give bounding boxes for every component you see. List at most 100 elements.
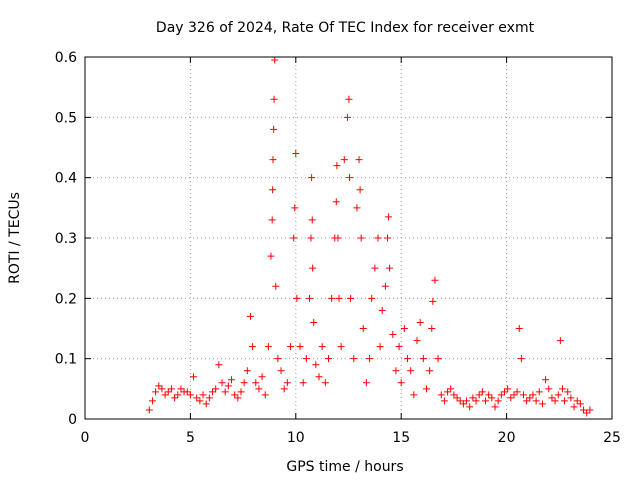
data-point bbox=[385, 213, 393, 221]
data-point bbox=[378, 306, 386, 314]
data-point bbox=[371, 264, 379, 272]
x-tick-label: 5 bbox=[186, 430, 195, 446]
data-point bbox=[308, 216, 316, 224]
data-point bbox=[374, 234, 382, 242]
data-point bbox=[431, 276, 439, 284]
data-points bbox=[145, 56, 594, 417]
data-point bbox=[268, 216, 276, 224]
data-point bbox=[152, 388, 160, 396]
data-point bbox=[328, 294, 336, 302]
data-point bbox=[215, 361, 223, 369]
data-point bbox=[366, 355, 374, 363]
x-tick-label: 25 bbox=[603, 430, 621, 446]
data-point bbox=[343, 113, 351, 121]
data-point bbox=[243, 367, 251, 375]
data-point bbox=[576, 400, 584, 408]
data-point bbox=[586, 406, 594, 414]
data-point bbox=[335, 294, 343, 302]
data-point bbox=[453, 394, 461, 402]
data-point bbox=[515, 325, 523, 332]
data-point bbox=[267, 252, 275, 260]
data-point bbox=[564, 388, 572, 396]
y-tick-label: 0 bbox=[68, 412, 77, 428]
data-point bbox=[161, 391, 169, 399]
data-point bbox=[224, 382, 232, 390]
data-point bbox=[312, 361, 320, 369]
data-point bbox=[413, 337, 421, 345]
data-point bbox=[488, 394, 496, 402]
data-point bbox=[535, 388, 543, 396]
data-point bbox=[504, 385, 512, 393]
data-point bbox=[283, 379, 291, 387]
data-point bbox=[148, 397, 156, 405]
data-point bbox=[359, 325, 367, 332]
data-point bbox=[357, 234, 365, 242]
data-point bbox=[355, 156, 363, 164]
data-point bbox=[299, 379, 307, 387]
data-point bbox=[573, 397, 581, 405]
data-point bbox=[422, 385, 430, 393]
data-point bbox=[570, 403, 578, 411]
data-point bbox=[228, 376, 236, 384]
data-point bbox=[287, 343, 295, 351]
data-point bbox=[240, 379, 248, 387]
chart-title: Day 326 of 2024, Rate Of TEC Index for r… bbox=[156, 20, 535, 36]
data-point bbox=[395, 343, 403, 351]
data-point bbox=[404, 355, 412, 363]
data-point bbox=[249, 343, 257, 351]
y-tick-label: 0.2 bbox=[55, 291, 77, 307]
data-point bbox=[145, 406, 153, 414]
data-point bbox=[277, 367, 285, 375]
data-point bbox=[400, 325, 408, 332]
data-point bbox=[321, 379, 329, 387]
data-point bbox=[551, 397, 559, 405]
data-point bbox=[318, 343, 326, 351]
data-point bbox=[526, 394, 534, 402]
data-point bbox=[419, 355, 427, 363]
data-point bbox=[231, 391, 239, 399]
data-point bbox=[293, 294, 301, 302]
data-point bbox=[434, 355, 442, 363]
data-point bbox=[510, 391, 518, 399]
data-point bbox=[440, 397, 448, 405]
plot-frame bbox=[84, 56, 613, 420]
data-point bbox=[269, 156, 277, 164]
y-tick-label: 0.6 bbox=[55, 50, 77, 66]
data-point bbox=[538, 400, 546, 408]
data-point bbox=[199, 391, 207, 399]
data-point bbox=[308, 174, 316, 182]
data-point bbox=[494, 397, 502, 405]
data-point bbox=[410, 391, 418, 399]
data-point bbox=[556, 337, 564, 345]
data-point bbox=[362, 379, 370, 387]
data-point bbox=[221, 388, 229, 396]
data-point bbox=[429, 297, 437, 305]
data-point bbox=[542, 376, 550, 384]
data-point bbox=[186, 391, 194, 399]
data-point bbox=[302, 355, 310, 363]
data-point bbox=[472, 397, 480, 405]
data-point bbox=[437, 391, 445, 399]
x-tick-label: 0 bbox=[81, 430, 90, 446]
data-point bbox=[345, 95, 353, 103]
data-point bbox=[368, 294, 376, 302]
grid-layer bbox=[85, 57, 612, 419]
data-point bbox=[507, 394, 515, 402]
data-point bbox=[459, 400, 467, 408]
data-point bbox=[252, 379, 260, 387]
data-point bbox=[310, 318, 318, 326]
data-point bbox=[272, 282, 280, 290]
data-point bbox=[580, 406, 588, 414]
data-point bbox=[202, 400, 210, 408]
data-point bbox=[258, 373, 266, 381]
data-point bbox=[469, 394, 477, 402]
data-point bbox=[376, 343, 384, 351]
data-point bbox=[255, 385, 263, 393]
y-axis-label: ROTI / TECUs bbox=[7, 192, 23, 284]
data-point bbox=[174, 391, 182, 399]
data-point bbox=[554, 391, 562, 399]
data-point bbox=[500, 388, 508, 396]
data-point bbox=[482, 397, 490, 405]
data-point bbox=[332, 198, 340, 206]
